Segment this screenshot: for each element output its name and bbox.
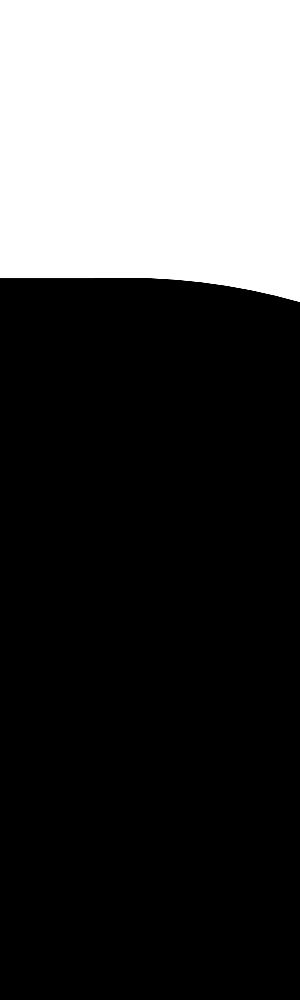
Circle shape: [154, 898, 163, 906]
Text: 制备氟硅烷: 制备氟硅烷: [17, 587, 26, 612]
Text: CH₃: CH₃: [223, 589, 236, 595]
Text: (S50): (S50): [235, 355, 265, 365]
Circle shape: [96, 336, 144, 384]
Text: F: F: [146, 600, 150, 609]
Text: 140: 140: [61, 312, 79, 322]
Text: F: F: [125, 572, 129, 582]
Text: (S40): (S40): [235, 585, 265, 595]
Text: F: F: [153, 572, 157, 582]
Circle shape: [167, 878, 176, 886]
Ellipse shape: [127, 709, 203, 731]
Text: 110: 110: [98, 905, 116, 915]
Text: F: F: [174, 600, 178, 609]
Text: F: F: [111, 582, 115, 591]
Circle shape: [140, 878, 148, 886]
Text: 120: 120: [220, 775, 239, 785]
Text: (S20): (S20): [235, 895, 265, 905]
Text: 氟基树脂涂覆銀粉: 氟基树脂涂覆銀粉: [17, 370, 26, 410]
Circle shape: [140, 918, 148, 926]
Circle shape: [167, 918, 176, 926]
Text: 制备具有10 nm-10 μm粒径的銀粉: 制备具有10 nm-10 μm粒径的銀粉: [17, 861, 26, 963]
Text: 将銀粉加入到乙醇溶液中，接着混合: 将銀粉加入到乙醇溶液中，接着混合: [17, 790, 26, 870]
Text: O: O: [209, 580, 215, 588]
Text: 制备氟硅烷: 制备氟硅烷: [172, 613, 198, 622]
Text: 100: 100: [95, 945, 113, 955]
Circle shape: [154, 878, 163, 886]
Circle shape: [182, 918, 190, 926]
Text: (S10): (S10): [235, 905, 265, 915]
Text: (S30): (S30): [235, 755, 265, 765]
Text: Ag: Ag: [112, 354, 128, 366]
Text: F: F: [132, 590, 136, 599]
Text: 130: 130: [91, 475, 109, 485]
Text: F: F: [118, 600, 122, 609]
Circle shape: [182, 878, 190, 886]
Text: F: F: [160, 590, 164, 599]
Text: 100: 100: [101, 305, 119, 315]
Circle shape: [64, 884, 116, 936]
Text: O: O: [209, 589, 215, 598]
Text: O: O: [209, 570, 215, 578]
Circle shape: [167, 898, 176, 906]
Bar: [127, 720, 203, 800]
Circle shape: [58, 878, 122, 942]
Text: 制备使用HNO₃将pH调节到5.5的溶液: 制备使用HNO₃将pH调节到5.5的溶液: [17, 694, 26, 796]
Circle shape: [182, 898, 190, 906]
Text: Ag: Ag: [82, 904, 98, 916]
Ellipse shape: [127, 849, 203, 871]
Text: 200: 200: [183, 335, 201, 345]
Text: CH₃: CH₃: [223, 569, 236, 575]
Bar: [127, 860, 203, 940]
Circle shape: [90, 330, 150, 390]
Circle shape: [140, 898, 148, 906]
Text: F: F: [167, 582, 171, 591]
Circle shape: [154, 918, 163, 926]
Text: F: F: [139, 582, 143, 591]
Text: Si: Si: [193, 580, 201, 588]
Text: CH₃: CH₃: [223, 579, 236, 585]
Circle shape: [84, 324, 156, 396]
